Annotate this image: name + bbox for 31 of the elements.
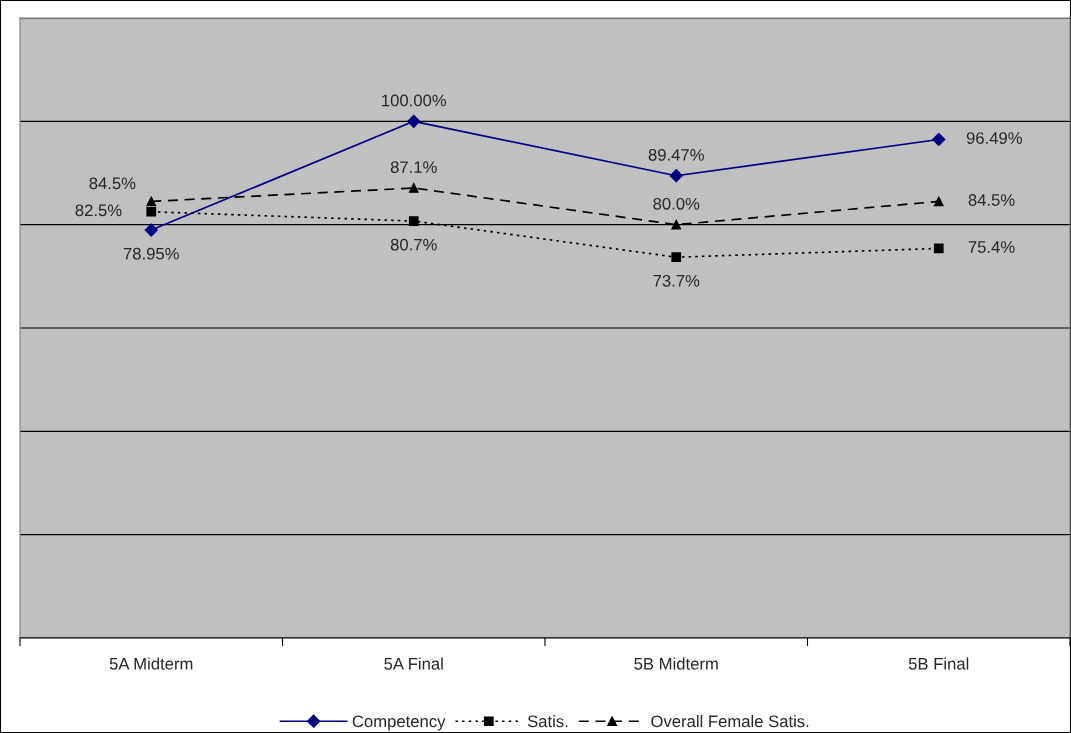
data-label: 84.5% bbox=[89, 177, 136, 190]
point bbox=[144, 223, 158, 237]
point bbox=[671, 219, 682, 230]
x-tick-label: 5B Midterm bbox=[634, 657, 718, 670]
x-tick-label: 5A Midterm bbox=[109, 657, 193, 670]
data-label: 75.4% bbox=[968, 241, 1015, 253]
data-label: 80.0% bbox=[653, 197, 700, 210]
data-label: 89.47% bbox=[648, 148, 704, 161]
data-label: 80.7% bbox=[390, 238, 437, 251]
point bbox=[671, 252, 682, 263]
point bbox=[146, 206, 157, 217]
legend-label: Competency bbox=[352, 715, 446, 731]
point bbox=[146, 196, 157, 207]
point bbox=[407, 114, 421, 128]
data-label: 84.5% bbox=[968, 194, 1015, 206]
point bbox=[933, 243, 944, 254]
data-label: 73.7% bbox=[653, 274, 700, 287]
data-label: 78.95% bbox=[123, 247, 179, 260]
x-tick-label: 5A Final bbox=[384, 657, 443, 670]
point bbox=[669, 169, 683, 183]
point bbox=[933, 196, 944, 207]
data-label: 87.1% bbox=[390, 161, 437, 174]
data-label: 100.00% bbox=[382, 94, 447, 107]
data-label: 82.5% bbox=[75, 204, 122, 217]
x-tick-label: 5B Final bbox=[908, 657, 969, 670]
point bbox=[408, 183, 419, 193]
legend-label: Satis. bbox=[527, 715, 568, 728]
point bbox=[932, 132, 946, 147]
legend-label: Overall Female Satis. bbox=[651, 715, 809, 728]
data-label: 96.49% bbox=[966, 132, 1022, 144]
point bbox=[408, 216, 419, 226]
